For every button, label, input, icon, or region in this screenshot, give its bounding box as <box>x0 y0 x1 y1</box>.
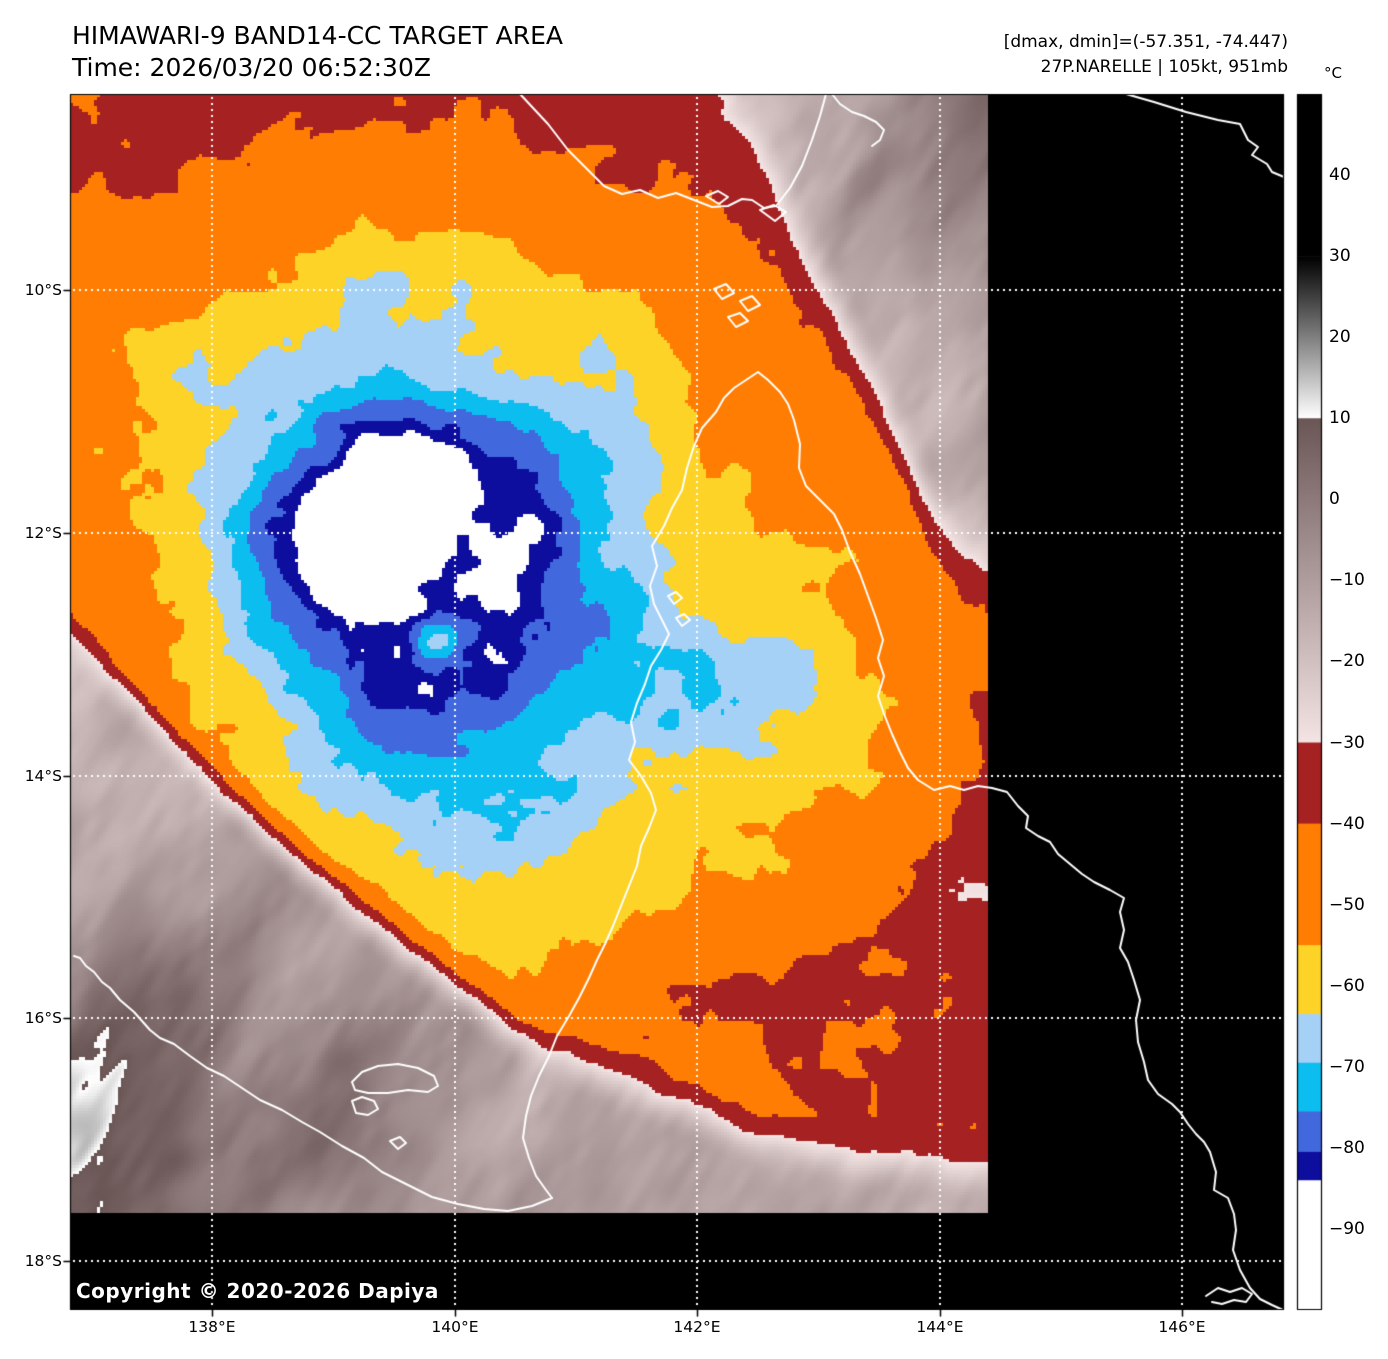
figure-timestamp: Time: 2026/03/20 06:52:30Z <box>72 53 431 82</box>
colorbar-tick-label: −10 <box>1329 570 1365 591</box>
colorbar-tick-label: −30 <box>1329 732 1365 753</box>
lon-axis-label: 144°E <box>916 1318 964 1336</box>
colorbar-tick-label: 0 <box>1329 489 1340 510</box>
colorbar-tick-label: −20 <box>1329 651 1365 672</box>
colorbar-tick-label: 10 <box>1329 408 1351 429</box>
colorbar-unit-label: °C <box>1324 64 1342 82</box>
lat-axis-label: 18°S <box>24 1252 62 1270</box>
figure-title: HIMAWARI-9 BAND14-CC TARGET AREA <box>72 21 564 50</box>
lat-axis-label: 10°S <box>24 281 62 299</box>
lat-axis-label: 12°S <box>24 524 62 542</box>
colorbar-tick-label: 20 <box>1329 327 1351 348</box>
colorbar-tick-label: −60 <box>1329 975 1365 996</box>
lat-axis-label: 14°S <box>24 767 62 785</box>
copyright-watermark: Copyright © 2020-2026 Dapiya <box>76 1279 439 1303</box>
lon-axis-label: 146°E <box>1158 1318 1206 1336</box>
colorbar-tick-label: −50 <box>1329 894 1365 915</box>
lon-axis-label: 142°E <box>673 1318 721 1336</box>
colorbar-tick-label: −80 <box>1329 1137 1365 1158</box>
colorbar-tick-label: 40 <box>1329 165 1351 186</box>
lat-axis-label: 16°S <box>24 1009 62 1027</box>
colorbar-tick-label: 30 <box>1329 246 1351 267</box>
storm-annotation: 27P.NARELLE | 105kt, 951mb <box>1040 57 1288 77</box>
colorbar-tick-label: −70 <box>1329 1056 1365 1077</box>
colorbar-tick-label: −40 <box>1329 813 1365 834</box>
lon-axis-label: 140°E <box>431 1318 479 1336</box>
lon-axis-label: 138°E <box>188 1318 236 1336</box>
dmax-dmin-annotation: [dmax, dmin]=(-57.351, -74.447) <box>1003 32 1288 52</box>
colorbar-tick-label: −90 <box>1329 1218 1365 1239</box>
